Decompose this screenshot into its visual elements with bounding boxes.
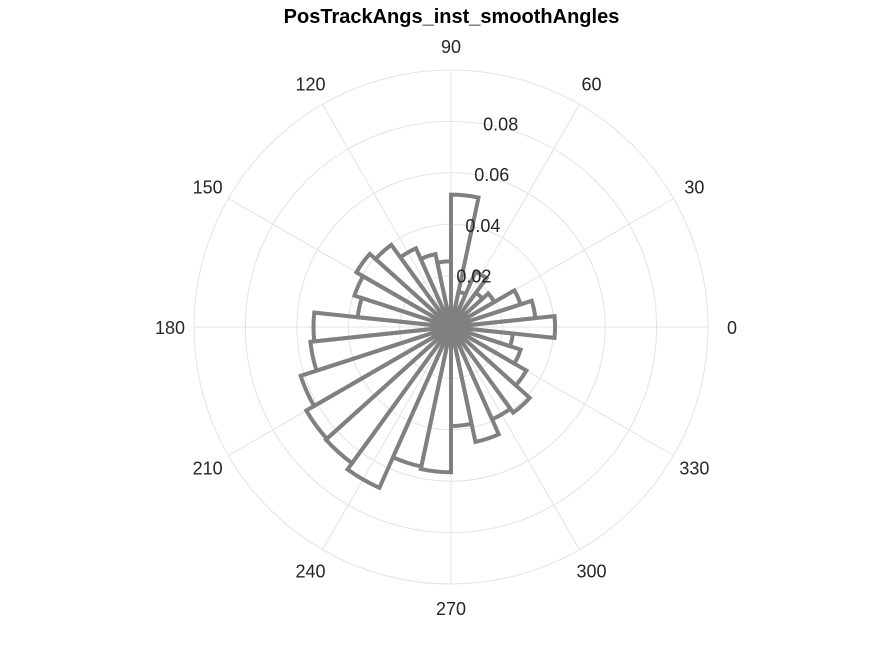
angle-tick-label-210: 210 [193, 459, 223, 479]
chart-title: PosTrackAngs_inst_smoothAngles [283, 6, 620, 28]
angle-tick-label-150: 150 [193, 178, 223, 198]
rose-bar-0 [450, 313, 558, 341]
angle-tick-label-270: 270 [436, 599, 466, 619]
radial-tick-label: 0.02 [456, 266, 491, 286]
angle-tick-label-180: 180 [155, 318, 185, 338]
rose-bar-312 [449, 325, 533, 416]
angular-tick-labels: 0 30 60 90 120 150 180 210 240 270 300 330 [155, 37, 737, 619]
rose-bar-84 [449, 192, 481, 328]
rose-bar-288 [449, 326, 502, 445]
angle-tick-label-30: 30 [684, 178, 704, 198]
grid-spoke-300 [450, 326, 580, 550]
angle-tick-label-0: 0 [727, 318, 737, 338]
radial-tick-label: 0.08 [483, 115, 518, 135]
rose-bar-324 [449, 325, 530, 389]
rose-bar-12 [450, 298, 538, 329]
angle-tick-label-300: 300 [576, 561, 606, 581]
rose-bars [298, 192, 558, 491]
angle-tick-label-90: 90 [441, 37, 461, 57]
grid-spoke-120 [322, 104, 452, 328]
rose-bar-240 [344, 325, 453, 491]
radial-tick-label: 0.06 [474, 165, 509, 185]
rose-bar-60 [449, 269, 490, 329]
rose-bar-156 [351, 273, 453, 329]
angle-tick-label-240: 240 [295, 561, 325, 581]
radial-tick-labels: 0.02 0.04 0.06 0.08 [456, 115, 518, 287]
rose-bar-144 [353, 251, 453, 329]
grid-spoke-240 [322, 326, 452, 550]
radial-tick-label: 0.04 [465, 216, 500, 236]
rose-bar-348 [450, 325, 516, 349]
angle-tick-label-330: 330 [679, 459, 709, 479]
rose-bar-264 [418, 326, 453, 475]
angle-tick-label-60: 60 [581, 75, 601, 95]
grid-spoke-60 [450, 104, 580, 328]
rose-bar-336 [450, 325, 524, 367]
rose-bar-36 [449, 290, 498, 329]
angle-tick-label-120: 120 [295, 75, 325, 95]
rose-bar-24 [450, 287, 524, 329]
